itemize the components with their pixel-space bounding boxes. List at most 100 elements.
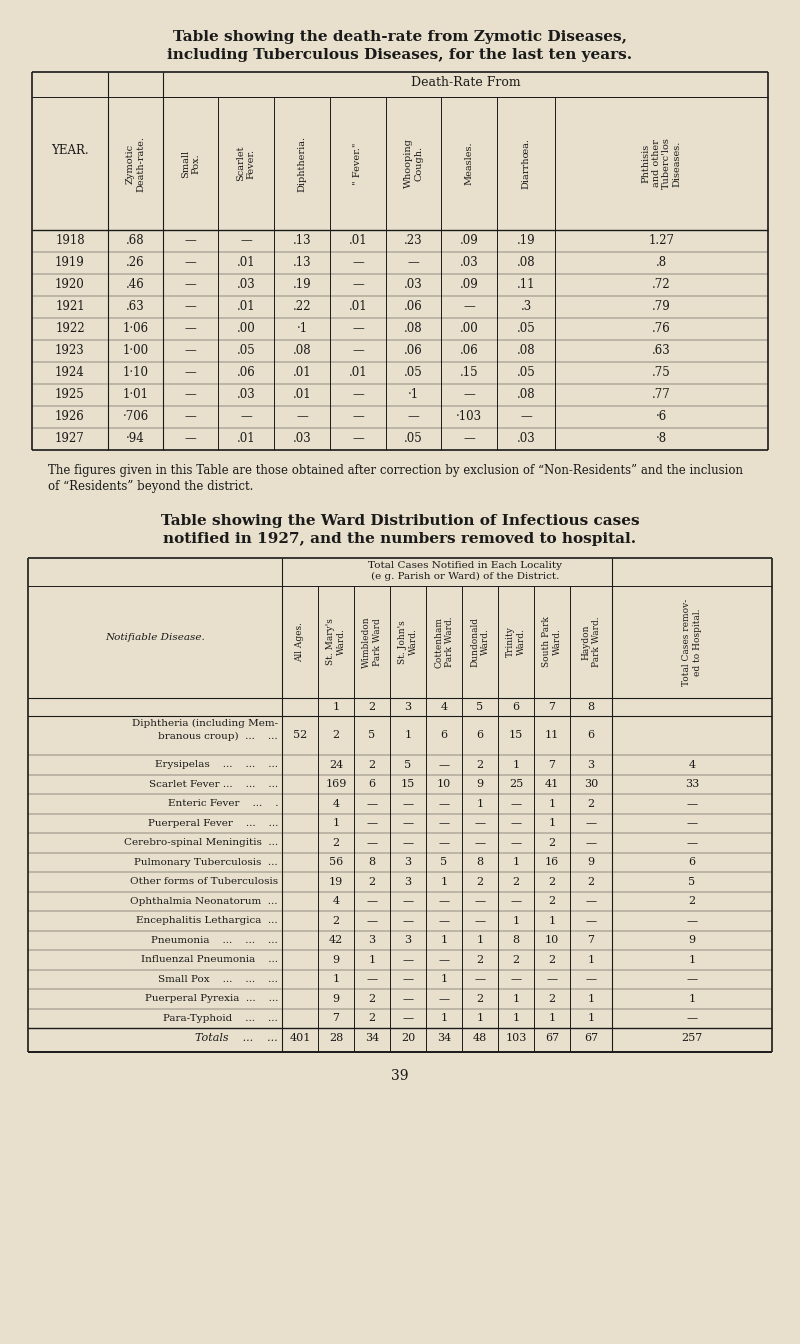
Text: —: — [366,818,378,828]
Text: —: — [402,954,414,965]
Text: 1: 1 [333,702,339,712]
Text: .68: .68 [126,234,145,247]
Text: .72: .72 [652,278,671,292]
Text: .00: .00 [460,323,478,336]
Text: 1919: 1919 [55,257,85,270]
Text: 401: 401 [290,1032,310,1043]
Text: —: — [402,837,414,848]
Text: 3: 3 [405,702,411,712]
Text: .76: .76 [652,323,671,336]
Text: 2: 2 [549,896,555,906]
Text: 16: 16 [545,857,559,867]
Text: .06: .06 [237,367,255,379]
Text: .01: .01 [349,234,367,247]
Text: —: — [366,896,378,906]
Text: Trinity
Ward.: Trinity Ward. [506,626,526,657]
Text: Whooping
Cough.: Whooping Cough. [404,138,423,188]
Text: .08: .08 [293,344,311,358]
Text: 1918: 1918 [55,234,85,247]
Text: Total Cases Notified in Each Locality: Total Cases Notified in Each Locality [368,560,562,570]
Text: 10: 10 [437,780,451,789]
Text: —: — [352,257,364,270]
Text: .01: .01 [293,388,311,402]
Text: 34: 34 [437,1032,451,1043]
Text: 24: 24 [329,759,343,770]
Text: 9: 9 [477,780,483,789]
Text: 1: 1 [549,818,555,828]
Text: 1927: 1927 [55,433,85,445]
Text: —: — [402,974,414,984]
Text: Small Pox    ...    ...    ...: Small Pox ... ... ... [158,974,278,984]
Text: 1: 1 [587,1013,594,1023]
Text: 2: 2 [477,993,483,1004]
Text: —: — [296,410,308,423]
Text: .05: .05 [517,367,535,379]
Text: .08: .08 [517,388,535,402]
Text: 6: 6 [369,780,375,789]
Text: —: — [366,798,378,809]
Text: 1: 1 [441,974,447,984]
Text: —: — [510,798,522,809]
Text: 52: 52 [293,731,307,741]
Text: Small
Pox.: Small Pox. [181,149,200,177]
Text: 2: 2 [369,759,375,770]
Text: Diphtheria.: Diphtheria. [298,136,306,192]
Text: 2: 2 [333,915,339,926]
Text: .08: .08 [517,344,535,358]
Text: 9: 9 [689,935,695,945]
Text: Measles.: Measles. [465,141,474,185]
Text: ·103: ·103 [456,410,482,423]
Text: —: — [402,993,414,1004]
Text: (e g. Parish or Ward) of the District.: (e g. Parish or Ward) of the District. [371,573,559,581]
Text: —: — [463,388,475,402]
Text: —: — [686,837,698,848]
Text: 2: 2 [333,731,339,741]
Text: 1: 1 [549,915,555,926]
Text: .3: .3 [520,301,532,313]
Text: ·1: ·1 [408,388,419,402]
Text: .19: .19 [517,234,535,247]
Text: including Tuberculous Diseases, for the last ten years.: including Tuberculous Diseases, for the … [167,48,633,62]
Text: 6: 6 [441,731,447,741]
Text: —: — [686,1013,698,1023]
Text: —: — [185,301,196,313]
Text: 33: 33 [685,780,699,789]
Text: —: — [352,388,364,402]
Text: 1: 1 [477,798,483,809]
Text: 6: 6 [587,731,594,741]
Text: .05: .05 [237,344,255,358]
Text: .06: .06 [404,344,423,358]
Text: 1: 1 [441,935,447,945]
Text: —: — [438,915,450,926]
Text: 1: 1 [549,798,555,809]
Text: 67: 67 [545,1032,559,1043]
Text: 2: 2 [513,954,519,965]
Text: —: — [352,433,364,445]
Text: The figures given in this Table are those obtained after correction by exclusion: The figures given in this Table are thos… [48,464,743,477]
Text: 5: 5 [405,759,411,770]
Text: 11: 11 [545,731,559,741]
Text: 1: 1 [405,731,411,741]
Text: —: — [686,915,698,926]
Text: .19: .19 [293,278,311,292]
Text: 2: 2 [549,837,555,848]
Text: Phthisis
and other
Tuberc'los
Diseases.: Phthisis and other Tuberc'los Diseases. [642,137,682,190]
Text: 10: 10 [545,935,559,945]
Text: —: — [438,896,450,906]
Text: .06: .06 [460,344,478,358]
Text: 6: 6 [477,731,483,741]
Text: 2: 2 [549,993,555,1004]
Text: 1: 1 [689,993,695,1004]
Text: Puerperal Pyrexia  ...    ...: Puerperal Pyrexia ... ... [145,995,278,1003]
Text: 1·00: 1·00 [122,344,149,358]
Text: —: — [402,818,414,828]
Text: —: — [185,433,196,445]
Text: 1925: 1925 [55,388,85,402]
Text: .15: .15 [460,367,478,379]
Text: 41: 41 [545,780,559,789]
Text: 7: 7 [333,1013,339,1023]
Text: Erysipelas    ...    ...    ...: Erysipelas ... ... ... [155,761,278,769]
Text: 2: 2 [549,954,555,965]
Text: —: — [185,323,196,336]
Text: .03: .03 [460,257,478,270]
